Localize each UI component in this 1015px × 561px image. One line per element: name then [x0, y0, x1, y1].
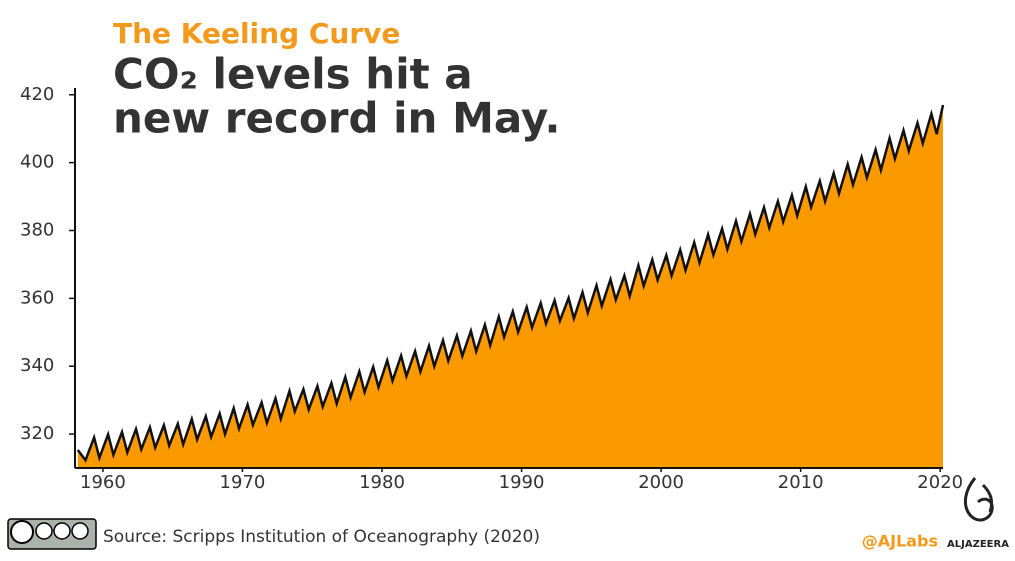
y-tick-label: 320 [20, 423, 54, 444]
x-tick-label: 1960 [80, 472, 126, 493]
logo-mark [963, 477, 994, 522]
y-tick-label: 340 [20, 355, 54, 376]
source-note: Source: Scripps Institution of Oceanogra… [103, 527, 540, 547]
license-icons [7, 518, 97, 550]
y-tick-label: 400 [20, 152, 54, 173]
chart-title: The Keeling Curve [113, 17, 400, 50]
chart-subtitle: new record in May. [113, 94, 560, 143]
chart-subtitle: CO₂ levels hit a [113, 50, 473, 99]
logo: ALJAZEERA [947, 539, 1009, 550]
x-tick-label: 1990 [499, 472, 545, 493]
x-tick-label: 2010 [778, 472, 824, 493]
y-tick-label: 380 [20, 220, 54, 241]
x-tick-label: 1980 [359, 472, 405, 493]
y-tick-label: 420 [20, 84, 54, 105]
x-tick-label: 2020 [917, 472, 963, 493]
line [76, 104, 945, 463]
x-tick-label: 2000 [638, 472, 684, 493]
area [77, 105, 944, 468]
x-tick-label: 1970 [220, 472, 266, 493]
credit: @AJLabs [862, 532, 938, 551]
y-tick-label: 360 [20, 287, 54, 308]
